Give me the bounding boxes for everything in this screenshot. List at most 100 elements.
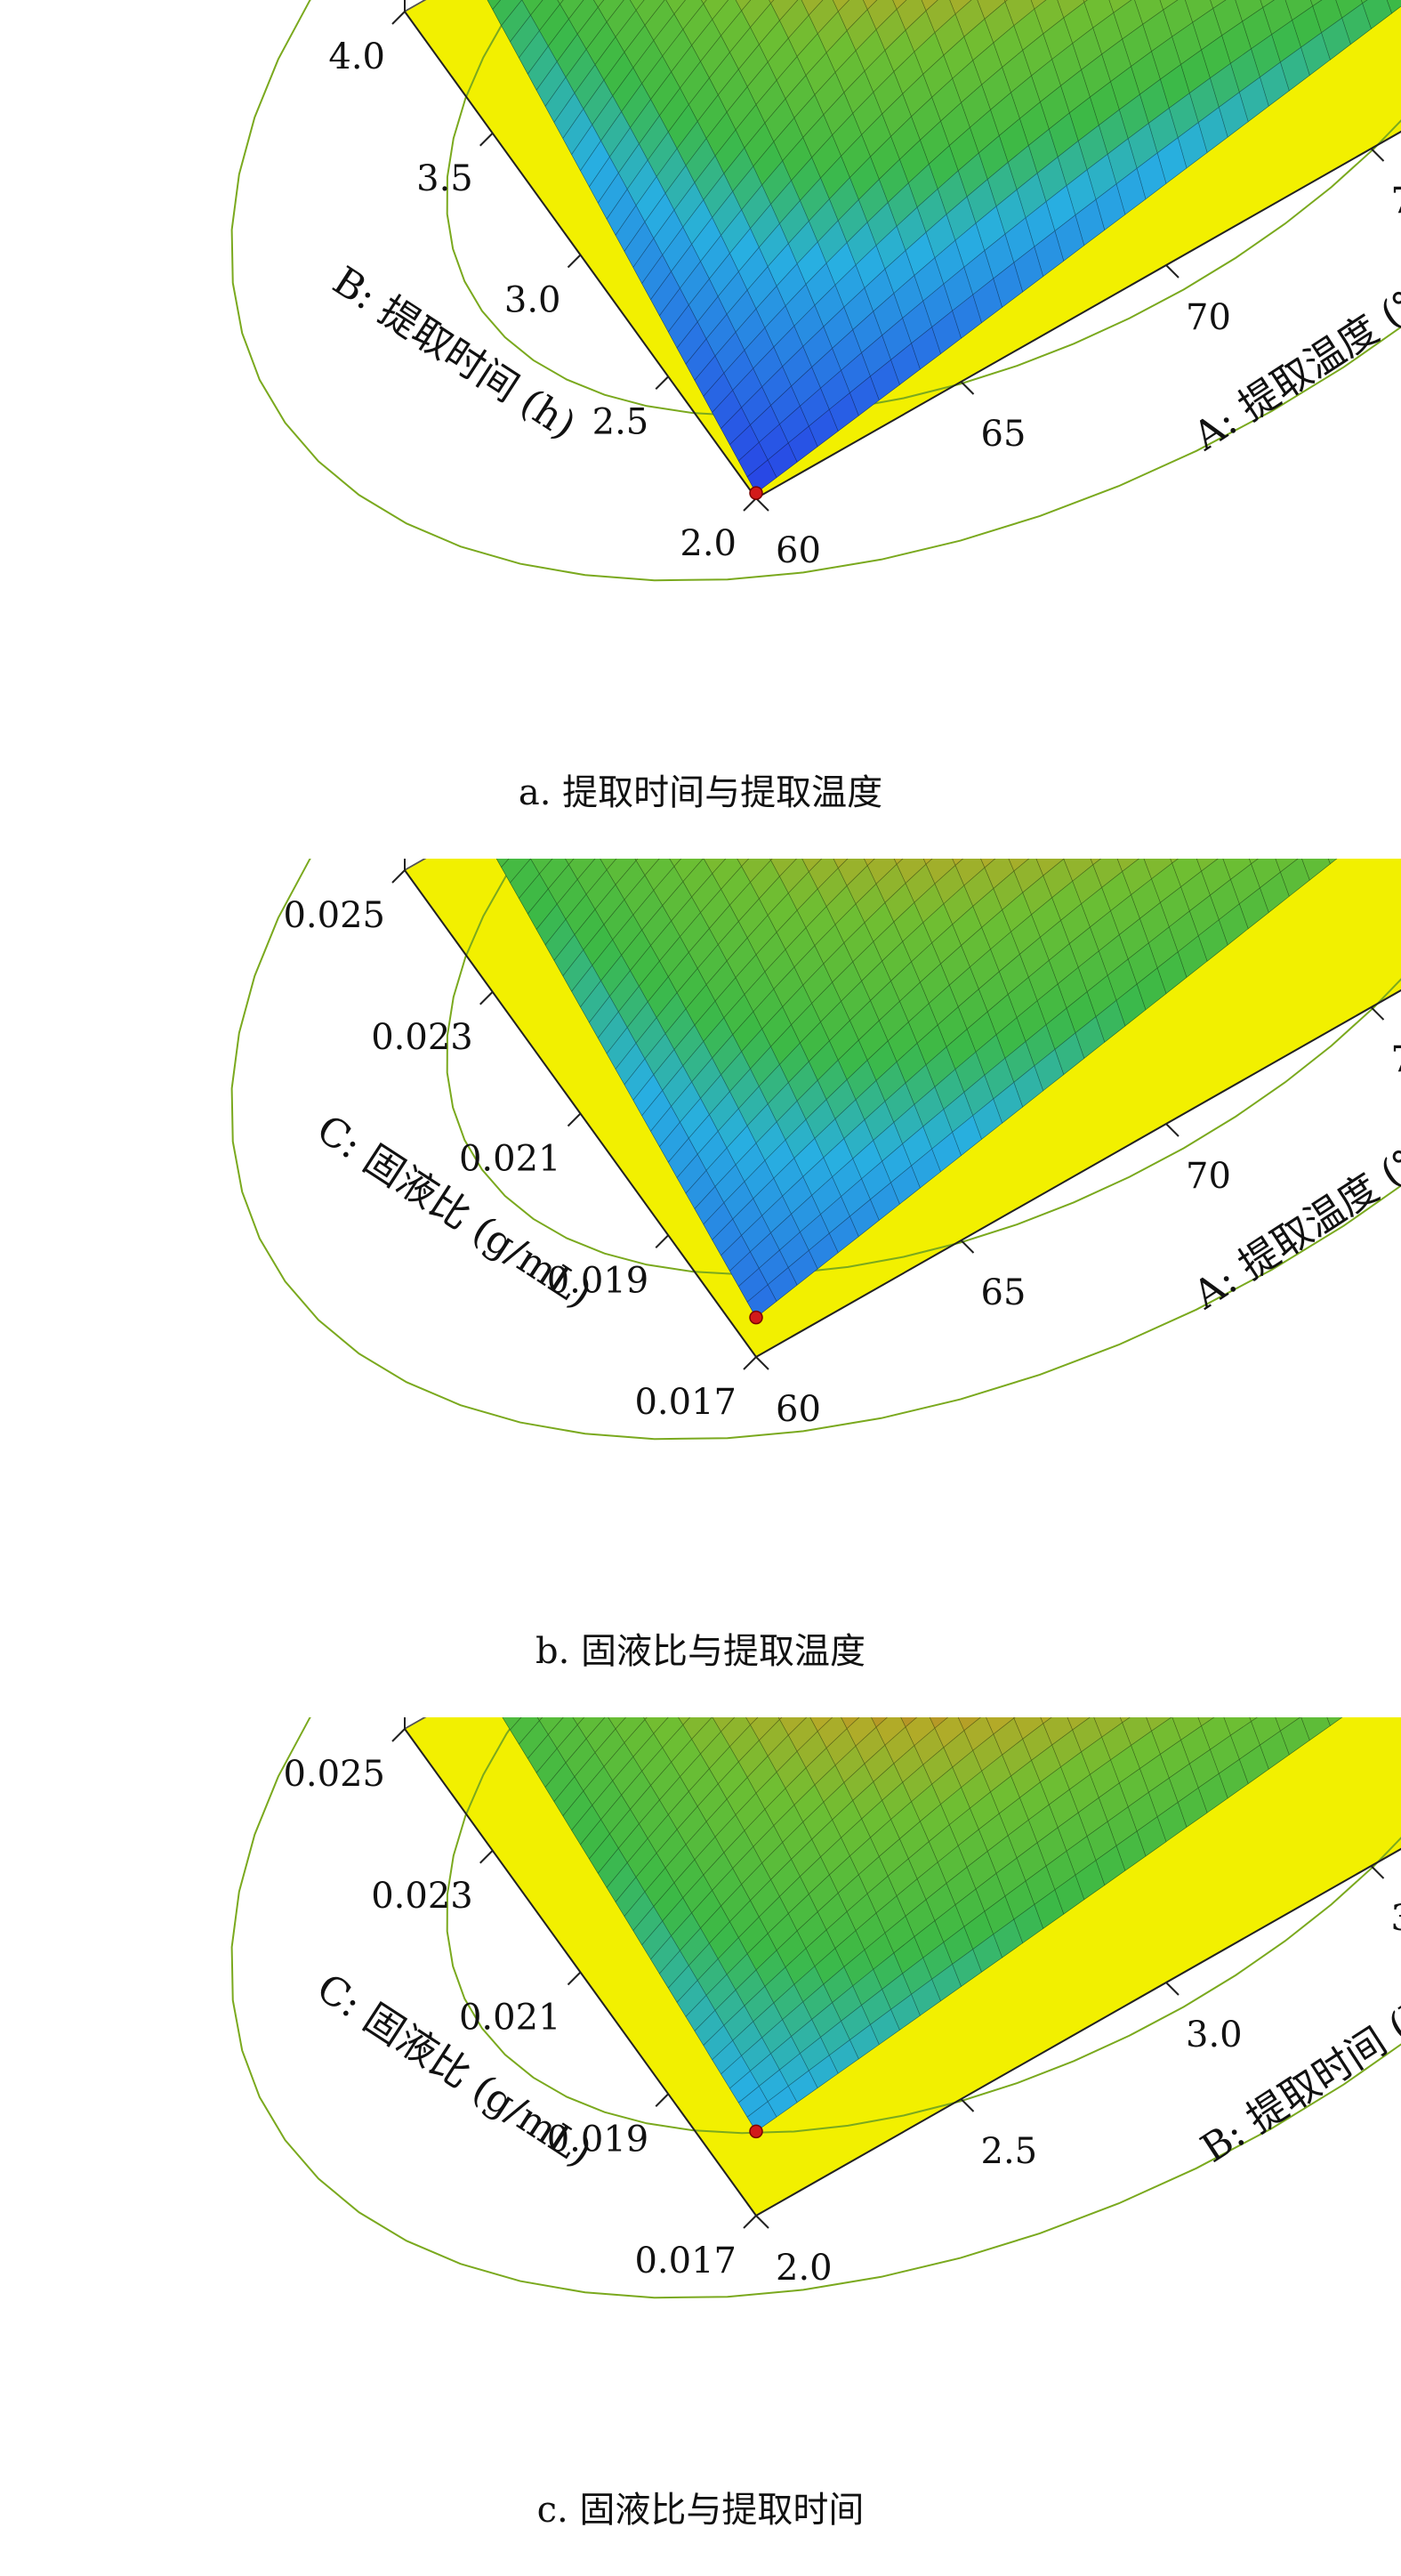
surface-facet: [1326, 1717, 1343, 1726]
surface-group: 2.82.62.42.22.01.8总黄酮得率 (%)6065707580A: …: [230, 859, 1401, 1441]
surface-group: 2.82.62.42.22.01.8总黄酮得率 (%)2.02.53.03.54…: [230, 1717, 1401, 2299]
surface-facet: [746, 1284, 777, 1319]
caption-a: a. 提取时间与提取温度: [518, 772, 883, 813]
surface-facet: [921, 0, 938, 12]
surface-facet: [871, 1717, 888, 1728]
design-point: [749, 486, 763, 500]
x-tick: [1370, 1006, 1385, 1021]
surface-facet: [502, 1717, 522, 1731]
y-tick-label: 0.019: [547, 2119, 649, 2160]
x-tick: [755, 497, 769, 512]
floor-contour-line: [446, 1717, 1401, 2135]
x-tick-label: 70: [1186, 1156, 1231, 1197]
surface-facet: [1327, 859, 1338, 865]
y-tick: [743, 497, 757, 512]
surface-facet: [746, 459, 777, 494]
x-tick: [1370, 1865, 1385, 1879]
x-tick: [960, 1240, 975, 1254]
x-tick-label: 2.0: [776, 2248, 833, 2289]
y-tick-label: 0.017: [634, 2241, 737, 2281]
floor-contour-line: [446, 859, 1401, 1276]
surface-facet: [1248, 859, 1259, 865]
x-tick: [1165, 1123, 1180, 1137]
surface-facet: [737, 859, 750, 868]
y-tick-label: 3.0: [504, 280, 561, 321]
surface-facet: [952, 859, 963, 866]
y-tick-label: 0.021: [459, 1998, 561, 2039]
y-tick: [391, 869, 406, 884]
y-tick: [479, 1850, 494, 1864]
surface-facet: [1210, 0, 1227, 9]
floor-contour-line: [230, 859, 1401, 1441]
x-tick: [755, 2215, 769, 2229]
y-tick: [743, 2215, 757, 2229]
x-tick-label: 60: [776, 1389, 821, 1430]
y-tick: [655, 375, 669, 390]
y-tick: [391, 1728, 406, 1742]
surface-facet: [1090, 859, 1102, 866]
x-tick-label: 75: [1391, 181, 1401, 222]
y-tick-label: 0.023: [371, 1876, 473, 1917]
x-tick-label: 70: [1186, 297, 1231, 338]
x-tick-label: 60: [776, 530, 821, 571]
surface-facet: [833, 859, 849, 869]
design-point: [749, 1310, 763, 1325]
floor-contour-line: [230, 0, 1401, 582]
surface-facet: [1260, 0, 1275, 8]
y-tick-label: 2.0: [680, 523, 737, 564]
surface-facet: [592, 0, 605, 8]
x-tick: [960, 381, 975, 395]
x-axis-label: A: 提取温度 (℃): [1185, 1118, 1401, 1319]
x-tick: [1165, 264, 1180, 279]
surface-facet: [735, 0, 752, 12]
surface-facet: [892, 0, 907, 10]
surface-facet: [1386, 0, 1401, 14]
floor-contour-line: [446, 0, 1401, 417]
y-tick: [479, 991, 494, 1005]
x-tick-label: 65: [981, 1272, 1027, 1313]
x-axis-label: B: 提取时间 (h): [1193, 1982, 1401, 2172]
y-tick: [567, 1971, 582, 1986]
surface-chart-b: 2.82.62.42.22.01.8总黄酮得率 (%)6065707580A: …: [230, 859, 1401, 1441]
surface-facet: [900, 1717, 918, 1728]
x-tick: [1165, 1982, 1180, 1996]
y-tick-label: 0.021: [459, 1139, 561, 1180]
surface-facet: [745, 1717, 759, 1726]
y-tick: [655, 2093, 669, 2107]
surface-facet: [572, 1717, 585, 1725]
surface-facet: [929, 1717, 949, 1729]
surface-facet: [769, 0, 775, 4]
surface-facet: [746, 2101, 777, 2132]
surface-facet: [487, 0, 502, 11]
surface-facet: [1197, 1717, 1215, 1727]
surface-facet: [678, 1717, 690, 1725]
surface-facet: [669, 859, 682, 868]
surface-facet: [565, 859, 575, 866]
x-tick-label: 75: [1391, 1039, 1401, 1080]
surface-facet: [536, 1717, 543, 1722]
x-tick: [1370, 148, 1385, 162]
surface-facet: [980, 859, 996, 868]
y-tick-label: 3.5: [416, 158, 473, 199]
surface-facet: [495, 859, 510, 868]
surface-chart-c: 2.82.62.42.22.01.8总黄酮得率 (%)2.02.53.03.54…: [230, 1717, 1401, 2299]
floor-contour-line: [230, 1717, 1401, 2299]
y-tick-label: 0.023: [371, 1017, 473, 1058]
surface-group: 2.82.62.42.22.01.8总黄酮得率 (%)6065707580A: …: [230, 0, 1401, 582]
y-tick: [479, 133, 494, 147]
surface-facet: [1310, 0, 1323, 7]
x-tick-label: 3.0: [1186, 2015, 1243, 2055]
surface-chart-a: 2.82.62.42.22.01.8总黄酮得率 (%)6065707580A: …: [230, 0, 1401, 582]
y-tick-label: 0.017: [634, 1382, 737, 1423]
y-tick-label: 0.025: [283, 1754, 385, 1795]
caption-b: b. 固液比与提取温度: [535, 1631, 866, 1672]
y-tick: [743, 1356, 757, 1370]
y-tick-label: 0.019: [547, 1260, 649, 1301]
y-tick-label: 2.5: [592, 401, 649, 442]
surface-mesh: [487, 0, 1401, 494]
surface-facet: [701, 0, 707, 4]
surface-facet: [1030, 0, 1047, 10]
surface-facet: [557, 0, 564, 5]
x-tick: [755, 1356, 769, 1370]
x-axis-label: A: 提取温度 (℃): [1185, 260, 1401, 460]
